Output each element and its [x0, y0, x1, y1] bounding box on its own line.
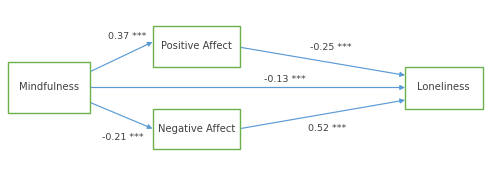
- FancyBboxPatch shape: [152, 109, 240, 149]
- Text: Mindfulness: Mindfulness: [18, 82, 79, 93]
- Text: Positive Affect: Positive Affect: [161, 41, 232, 51]
- Text: 0.37 ***: 0.37 ***: [108, 32, 146, 41]
- FancyBboxPatch shape: [8, 62, 90, 113]
- Text: -0.21 ***: -0.21 ***: [102, 133, 144, 142]
- Text: 0.52 ***: 0.52 ***: [308, 124, 346, 133]
- Text: -0.25 ***: -0.25 ***: [310, 43, 352, 52]
- Text: -0.13 ***: -0.13 ***: [264, 75, 306, 84]
- FancyBboxPatch shape: [405, 66, 482, 108]
- FancyBboxPatch shape: [152, 26, 240, 66]
- Text: Loneliness: Loneliness: [418, 82, 470, 93]
- Text: Negative Affect: Negative Affect: [158, 124, 235, 134]
